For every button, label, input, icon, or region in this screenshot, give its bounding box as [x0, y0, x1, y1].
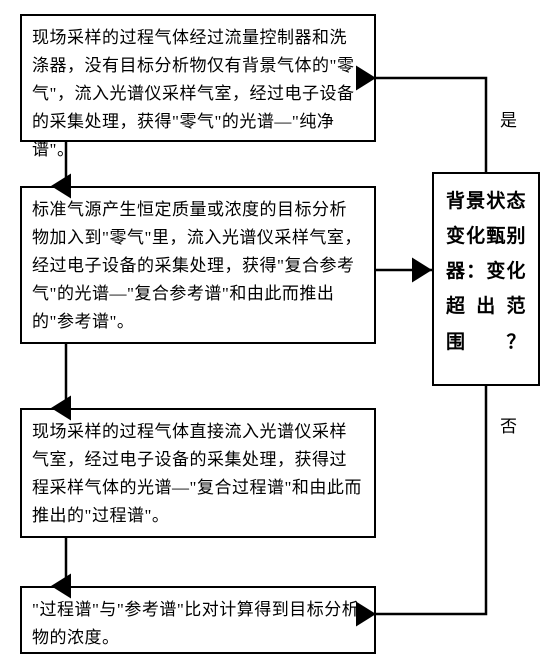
label-no: 否 — [500, 412, 517, 437]
flow-step-3: 现场采样的过程气体直接流入光谱仪采样气室，经过电子设备的采集处理，获得过程采样气… — [20, 408, 376, 538]
label-yes: 是 — [500, 106, 517, 131]
flow-step-1: 现场采样的过程气体经过流量控制器和洗涤器，没有目标分析物仅有背景气体的"零气"，… — [20, 14, 376, 142]
flow-step-4: "过程谱"与"参考谱"比对计算得到目标分析物的浓度。 — [20, 586, 376, 654]
decision-box: 背景状态变化甄别器：变化超出范围？ — [432, 172, 540, 386]
flow-step-2: 标准气源产生恒定质量或浓度的目标分析物加入到"零气"里，流入光谱仪采样气室，经过… — [20, 186, 376, 344]
